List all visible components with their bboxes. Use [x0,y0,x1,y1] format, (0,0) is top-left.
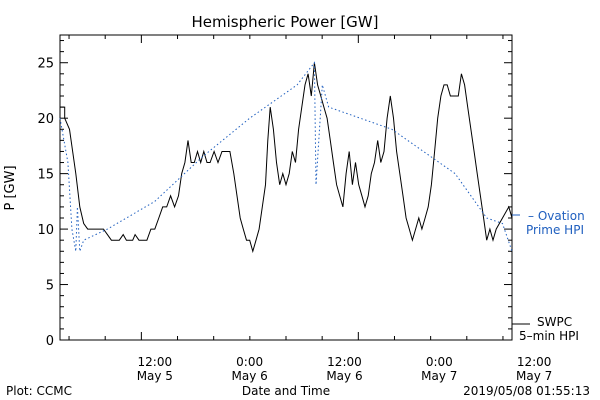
ovation-prime-line [59,61,513,252]
legend-ovation: – Ovation Prime HPI [512,209,585,237]
x-tick-label-day: May 7 [516,369,552,383]
swpc-hpi-line [60,62,513,254]
legend-ovation-line1: – Ovation [528,209,585,223]
legend-ovation-line2: Prime HPI [526,223,584,237]
y-tick-label: 15 [37,168,54,183]
x-tick-label-time: 0:00 [426,355,453,369]
x-tick-label-day: May 7 [421,369,457,383]
x-tick-label-time: 12:00 [327,355,362,369]
x-tick-label-time: 12:00 [517,355,552,369]
y-tick-label: 5 [46,279,54,294]
series-layer [59,61,513,254]
y-axis-ticks: 0 5 10 15 20 25 [37,40,512,349]
x-tick-label-time: 12:00 [138,355,173,369]
x-axis-label: Date and Time [242,384,330,398]
y-axis-label: P [GW] [3,165,18,210]
y-tick-label: 0 [46,334,54,349]
chart-title: Hemispheric Power [GW] [192,13,379,31]
y-tick-label: 25 [37,57,54,72]
legend-swpc-line2: 5–min HPI [519,329,579,343]
plot-timestamp: 2019/05/08 01:55:13 [463,384,590,398]
y-tick-label: 10 [37,223,54,238]
x-tick-label-day: May 6 [326,369,362,383]
y-tick-label: 20 [37,112,54,127]
legend-swpc: SWPC 5–min HPI [512,315,579,343]
legend-swpc-line1: SWPC [537,315,572,329]
plot-credit: Plot: CCMC [6,384,72,398]
x-tick-label-time: 0:00 [236,355,263,369]
plot-frame [59,34,513,341]
x-tick-label-day: May 6 [232,369,268,383]
x-tick-label-day: May 5 [137,369,173,383]
